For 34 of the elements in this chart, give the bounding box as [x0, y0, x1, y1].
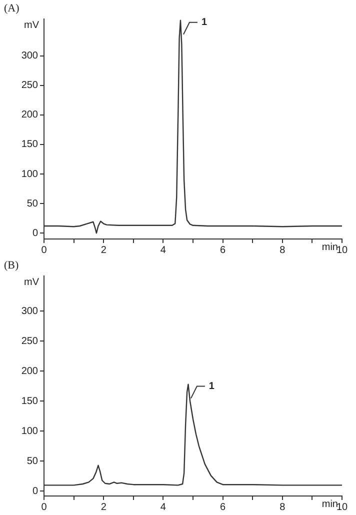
x-tick-label: 10 [336, 244, 348, 256]
y-tick-label: 150 [21, 139, 38, 150]
y-tick-label: 0 [32, 228, 38, 239]
y-tick-label: 200 [21, 366, 38, 377]
y-tick-label: 100 [21, 168, 38, 180]
y-axis-title: mV [24, 20, 40, 31]
y-tick-label: 300 [21, 50, 38, 62]
x-tick-label: 0 [41, 502, 48, 513]
chart-title: (B) [4, 259, 19, 272]
annotation: 1 [201, 17, 208, 28]
y-axis-title: mV [24, 276, 40, 288]
x-tick-label: 10 [336, 502, 348, 513]
x-tick-label: 2 [100, 244, 107, 256]
x-tick-label: 8 [280, 502, 286, 513]
x-tick-label: 8 [280, 244, 286, 256]
chart-title: (A) [4, 2, 20, 14]
x-axis-title: min [322, 498, 338, 510]
x-tick-label: 0 [41, 244, 48, 256]
x-tick-label: 4 [160, 244, 166, 256]
x-tick-label: 6 [220, 502, 226, 513]
x-tick-label: 4 [160, 502, 166, 513]
y-tick-label: 200 [21, 110, 38, 121]
y-tick-label: 50 [26, 456, 38, 467]
y-tick-label: 250 [21, 336, 38, 347]
y-tick-label: 50 [26, 198, 38, 210]
y-tick-label: 250 [21, 80, 38, 92]
y-tick-label: 100 [21, 426, 38, 437]
x-tick-label: 6 [220, 244, 226, 256]
x-axis-title: min [322, 242, 338, 253]
annotation: 1 [208, 381, 215, 392]
x-tick-label: 2 [100, 502, 107, 513]
y-tick-label: 150 [21, 396, 38, 407]
y-tick-label: 0 [32, 486, 38, 497]
y-tick-label: 300 [21, 306, 38, 317]
